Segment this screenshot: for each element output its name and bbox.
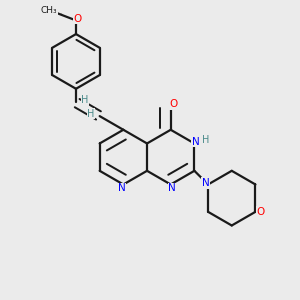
Text: N: N <box>202 178 210 188</box>
Text: N: N <box>168 183 176 193</box>
Text: N: N <box>192 137 200 147</box>
Text: H: H <box>87 109 94 119</box>
Text: N: N <box>118 183 126 193</box>
Text: O: O <box>169 99 177 109</box>
Text: O: O <box>256 207 265 217</box>
Text: methoxy: methoxy <box>56 13 63 14</box>
Text: H: H <box>202 135 209 145</box>
Text: CH₃: CH₃ <box>41 5 58 14</box>
Text: H: H <box>81 95 88 105</box>
Text: O: O <box>73 14 82 24</box>
